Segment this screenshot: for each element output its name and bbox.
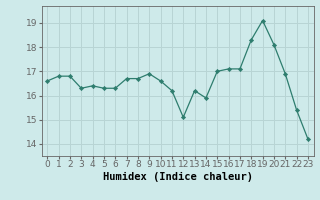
X-axis label: Humidex (Indice chaleur): Humidex (Indice chaleur) bbox=[103, 172, 252, 182]
